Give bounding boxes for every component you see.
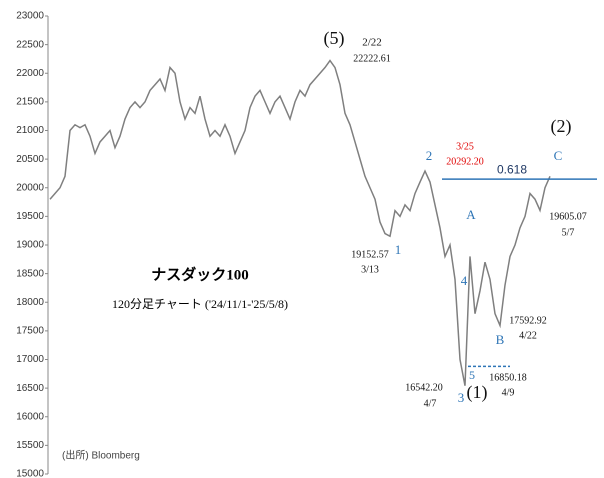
annotation: 4/7 <box>424 398 437 409</box>
fib-label: 0.618 <box>497 162 527 176</box>
annotation: (5) <box>324 28 345 49</box>
annotation: 2/22 <box>362 37 382 49</box>
annotation: A <box>466 207 476 222</box>
annotation: 17592.92 <box>509 315 547 326</box>
y-tick-label: 23000 <box>16 11 44 22</box>
y-tick-label: 16000 <box>16 411 44 422</box>
annotation: 22222.61 <box>353 53 391 64</box>
annotation: 3/25 <box>456 141 474 152</box>
annotation: 4/22 <box>519 330 537 341</box>
y-tick-label: 21000 <box>16 125 44 136</box>
annotation: B <box>496 332 505 347</box>
y-tick-label: 21500 <box>16 97 44 108</box>
annotation: 5 <box>469 368 475 382</box>
annotation: 4/9 <box>502 387 515 398</box>
annotation: 19605.07 <box>549 211 587 222</box>
y-tick-label: 17000 <box>16 354 44 365</box>
chart-subtitle: 120分足チャート ('24/11/1-'25/5/8) <box>112 297 288 311</box>
y-tick-label: 17500 <box>16 326 44 337</box>
annotation: 2 <box>426 148 433 163</box>
annotation: (1) <box>467 382 488 403</box>
y-tick-label: 16500 <box>16 383 44 394</box>
y-tick-label: 19500 <box>16 211 44 222</box>
source: (出所) Bloomberg <box>62 449 140 462</box>
annotation: (2) <box>551 116 572 137</box>
y-tick-label: 18000 <box>16 297 44 308</box>
y-tick-label: 15000 <box>16 469 44 478</box>
annotation: C <box>554 148 563 163</box>
y-tick-label: 19000 <box>16 240 44 251</box>
y-tick-label: 20500 <box>16 154 44 165</box>
annotation: 3/13 <box>361 264 379 275</box>
annotation: 3 <box>458 390 465 405</box>
y-tick-label: 15500 <box>16 440 44 451</box>
annotation: 16850.18 <box>489 372 527 383</box>
y-tick-label: 22500 <box>16 39 44 50</box>
chart-title: ナスダック100 <box>151 265 249 283</box>
annotation: 4 <box>461 273 468 288</box>
annotation: 5/7 <box>562 227 575 238</box>
annotation: 19152.57 <box>351 249 389 260</box>
annotation: 16542.20 <box>405 382 443 393</box>
annotation: 1 <box>395 242 402 257</box>
annotation: 20292.20 <box>446 156 484 167</box>
y-tick-label: 20000 <box>16 182 44 193</box>
y-tick-label: 22000 <box>16 68 44 79</box>
y-tick-label: 18500 <box>16 268 44 279</box>
price-line <box>49 59 551 386</box>
